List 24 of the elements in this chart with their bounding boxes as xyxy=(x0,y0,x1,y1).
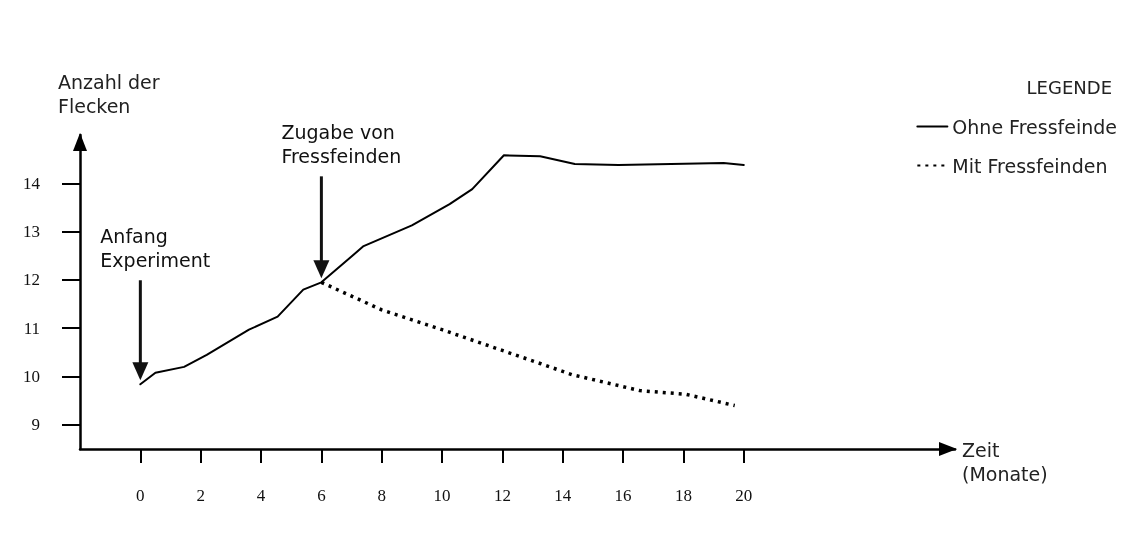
legend-label: Mit Fressfeinden xyxy=(952,154,1108,177)
x-axis-title: Zeit (Monate) xyxy=(962,439,1048,485)
x-tick-label: 6 xyxy=(317,486,326,505)
x-tick-label: 18 xyxy=(674,486,692,505)
x-tick-label: 20 xyxy=(735,486,753,505)
annotation: Anfang Experiment xyxy=(100,225,211,272)
y-tick-label: 9 xyxy=(31,415,40,435)
x-tick-label: 14 xyxy=(554,486,572,505)
x-tick-label: 4 xyxy=(256,486,266,505)
x-tick-label: 0 xyxy=(136,486,145,505)
x-tick-label: 2 xyxy=(196,486,205,505)
y-tick-label: 11 xyxy=(23,318,40,338)
legend-title: LEGENDE xyxy=(1026,76,1112,98)
annotation: Zugabe von Fressfeinden xyxy=(281,121,402,168)
x-tick-label: 10 xyxy=(433,486,451,505)
legend-label: Ohne Fressfeinde xyxy=(952,115,1118,138)
y-tick-label: 14 xyxy=(23,173,41,193)
x-tick-label: 8 xyxy=(377,486,386,505)
y-tick-label: 12 xyxy=(23,270,40,290)
x-tick-label: 12 xyxy=(493,486,511,505)
y-tick-label: 13 xyxy=(23,222,40,242)
y-axis-title: Anzahl der Flecken xyxy=(58,71,166,117)
y-tick-label: 10 xyxy=(23,367,40,387)
x-tick-label: 16 xyxy=(614,486,632,505)
